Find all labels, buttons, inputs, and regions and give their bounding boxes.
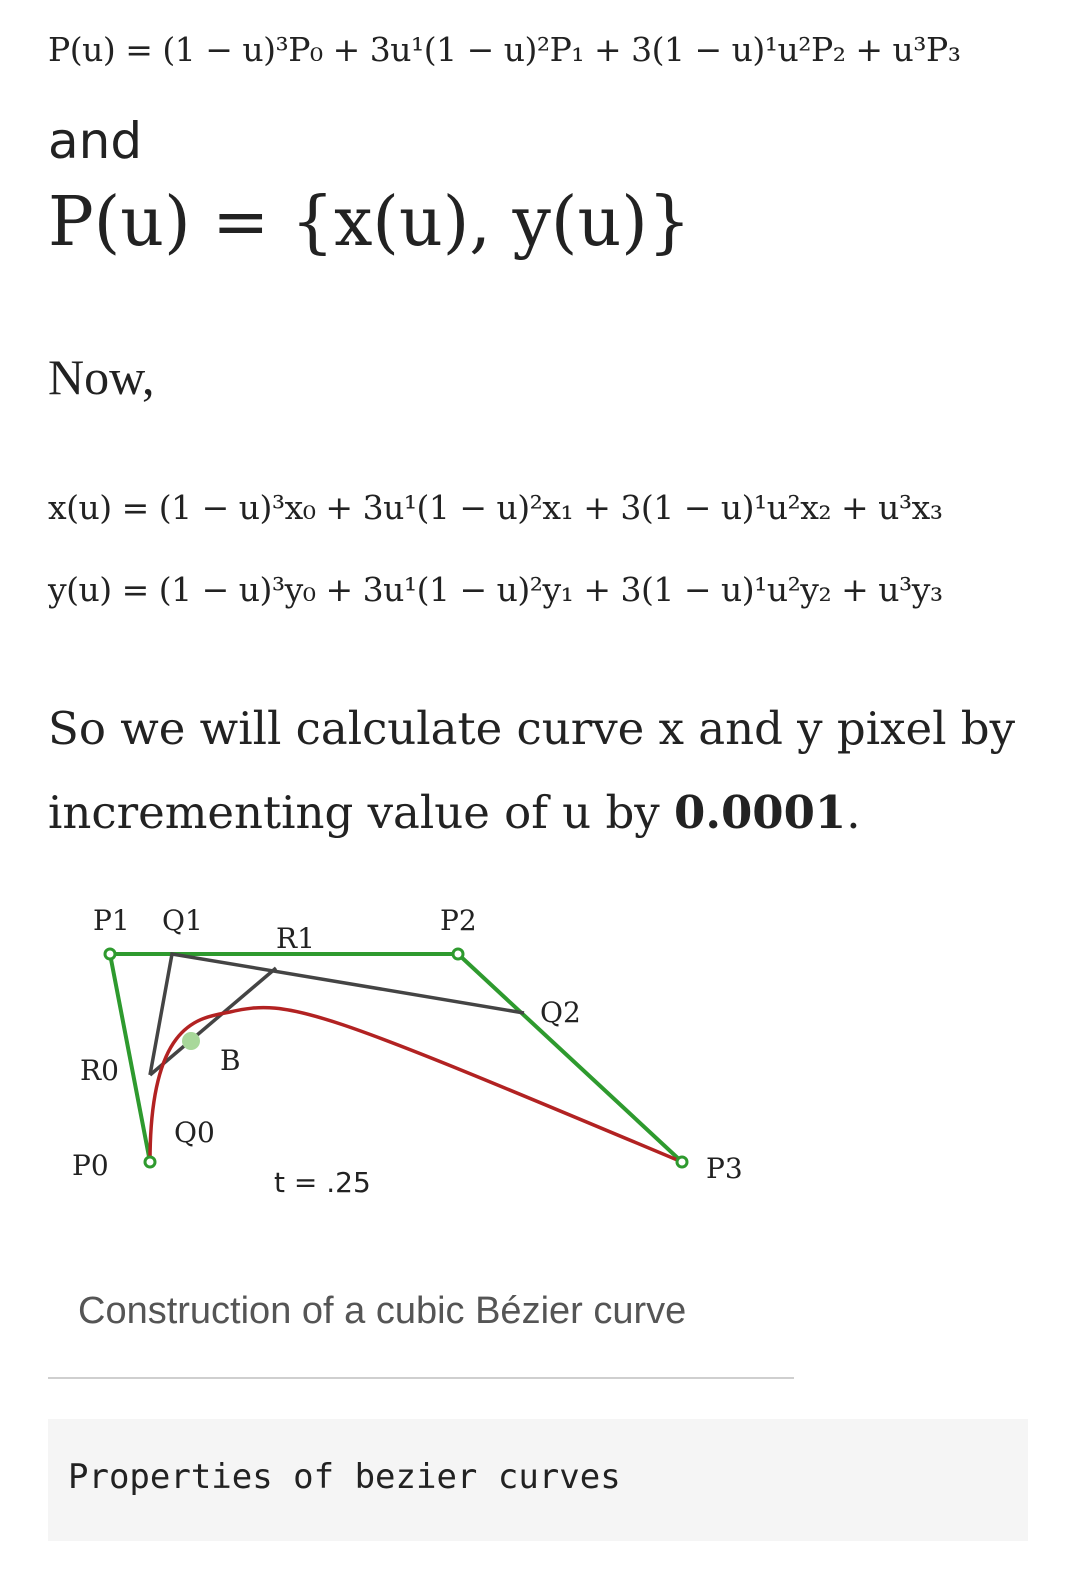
point-b-marker [182,1032,200,1050]
p1-marker [103,947,117,961]
and-label: and [48,112,143,170]
p0-marker [143,1155,157,1169]
bezier-point-formula-text: P(u) = (1 − u)³P₀ + 3u¹(1 − u)²P₁ + 3(1 … [48,30,961,69]
section-divider [48,1377,794,1379]
prose-line-2: incrementing value of u by 0.0001. [48,771,1048,855]
label-b: B [220,1044,241,1077]
prose-line-1: So we will calculate curve x and y pixel… [48,702,1016,755]
bezier-construction-diagram: P1 Q1 R1 P2 Q2 R0 B Q0 P0 P3 t = .25 [72,904,743,1199]
label-q0: Q0 [174,1116,215,1149]
p3-marker [675,1155,689,1169]
construction-line-q [148,951,525,1076]
bezier-point-formula: P(u) = (1 − u)³P₀ + 3u¹(1 − u)²P₁ + 3(1 … [48,30,961,69]
figure-caption: Construction of a cubic Bézier curve [78,1290,687,1332]
label-q2: Q2 [540,996,581,1029]
label-p0: P0 [72,1149,109,1182]
p2-marker [451,947,465,961]
label-p1: P1 [93,904,130,937]
construction-line-r [148,966,278,1077]
y-equation: y(u) = (1 − u)³y₀ + 3u¹(1 − u)²y₁ + 3(1 … [48,570,943,609]
label-p2: P2 [440,904,477,937]
point-pair-formula: P(u) = {x(u), y(u)} [48,183,692,262]
label-q1: Q1 [162,904,203,937]
control-polygon [108,952,684,1164]
label-r0: R0 [80,1054,119,1087]
x-equation: x(u) = (1 − u)³x₀ + 3u¹(1 − u)²x₁ + 3(1 … [48,488,943,527]
label-r1: R1 [276,922,315,955]
label-t-value: t = .25 [274,1166,371,1199]
code-heading: Properties of bezier curves [68,1457,621,1497]
prose-line-2-suffix: . [846,786,861,839]
prose-line-2-prefix: incrementing value of u by [48,786,675,839]
now-label: Now, [48,349,155,405]
increment-value: 0.0001 [674,786,847,839]
bezier-curve [148,1005,683,1164]
code-block: Properties of bezier curves [48,1419,1028,1541]
label-p3: P3 [706,1152,743,1185]
